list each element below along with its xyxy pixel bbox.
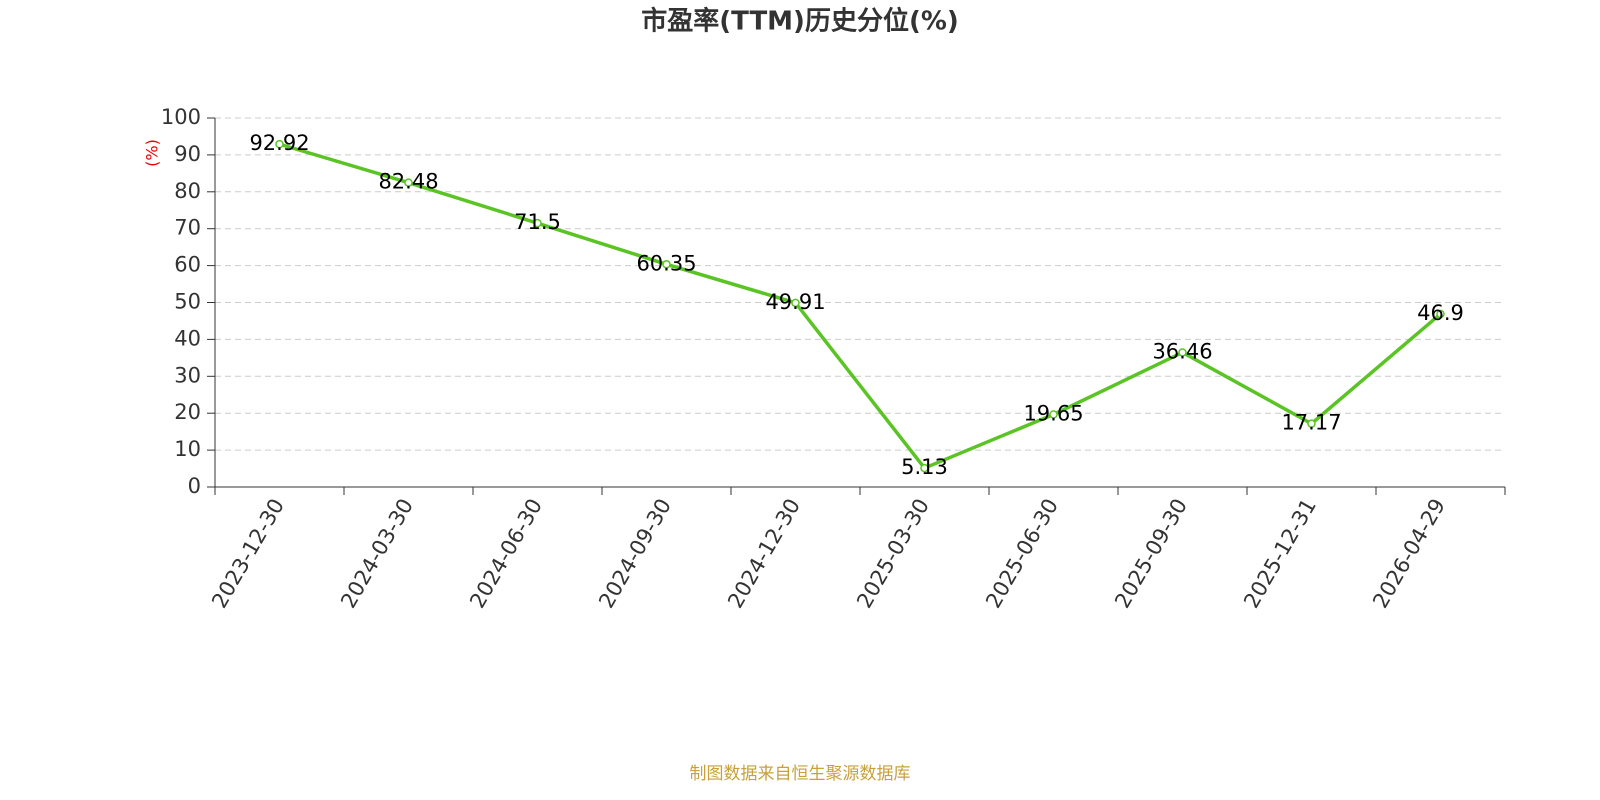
x-tick-label: 2024-06-30 (465, 495, 547, 613)
chart-title: 市盈率(TTM)历史分位(%) (641, 6, 959, 37)
y-axis-label: (%) (143, 139, 162, 167)
x-tick-label: 2025-12-31 (1239, 495, 1321, 613)
data-label: 82.48 (378, 170, 438, 194)
x-tick-label: 2025-09-30 (1110, 495, 1192, 613)
data-label: 5.13 (901, 455, 948, 479)
data-point (920, 463, 929, 473)
line-series (278, 142, 1442, 470)
source-note: 制图数据来自恒生聚源数据库 (690, 764, 911, 784)
y-tick-label: 0 (188, 474, 201, 498)
data-point (1178, 348, 1187, 357)
data-label: 60.35 (636, 251, 696, 275)
x-tick-label: 2025-06-30 (981, 495, 1063, 613)
y-tick-label: 100 (161, 105, 201, 129)
x-tick-label: 2026-04-29 (1368, 495, 1450, 613)
data-point (1436, 309, 1445, 319)
data-label: 46.9 (1417, 301, 1464, 325)
x-tick-label: 2024-09-30 (594, 495, 676, 613)
data-label: 17.17 (1281, 411, 1341, 435)
x-tick-label: 2024-12-30 (723, 495, 805, 613)
data-point (1307, 419, 1316, 428)
data-point (791, 298, 800, 308)
y-tick-label: 20 (174, 400, 201, 424)
data-label: 36.46 (1152, 339, 1212, 363)
y-tick-label: 50 (174, 290, 201, 314)
y-tick-label: 90 (174, 142, 201, 166)
x-tick-label: 2025-03-30 (852, 495, 934, 613)
y-tick-label: 80 (174, 179, 201, 203)
data-point (662, 260, 671, 269)
x-tick-label: 2024-03-30 (336, 495, 418, 613)
data-label: 19.65 (1023, 401, 1083, 425)
y-tick-label: 70 (174, 216, 201, 240)
data-point (533, 218, 542, 228)
data-point (275, 139, 284, 149)
data-label: 49.91 (765, 290, 825, 314)
y-tick-label: 40 (174, 326, 201, 350)
data-point (1049, 410, 1058, 419)
x-tick-label: 2023-12-30 (207, 495, 289, 613)
y-tick-label: 10 (174, 437, 201, 461)
data-label: 71.5 (514, 210, 561, 234)
data-point (404, 178, 413, 187)
y-tick-label: 60 (174, 253, 201, 277)
y-tick-label: 30 (174, 363, 201, 387)
data-label: 92.92 (249, 131, 309, 155)
